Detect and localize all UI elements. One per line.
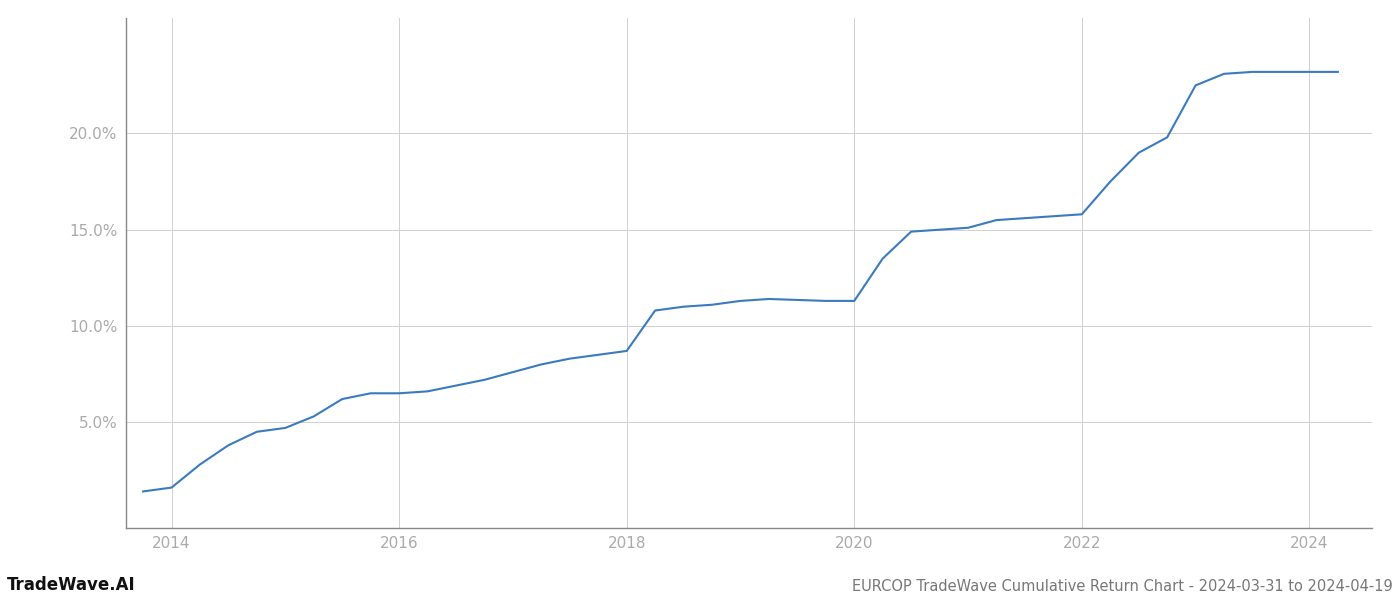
Text: TradeWave.AI: TradeWave.AI [7,576,136,594]
Text: EURCOP TradeWave Cumulative Return Chart - 2024-03-31 to 2024-04-19: EURCOP TradeWave Cumulative Return Chart… [853,579,1393,594]
